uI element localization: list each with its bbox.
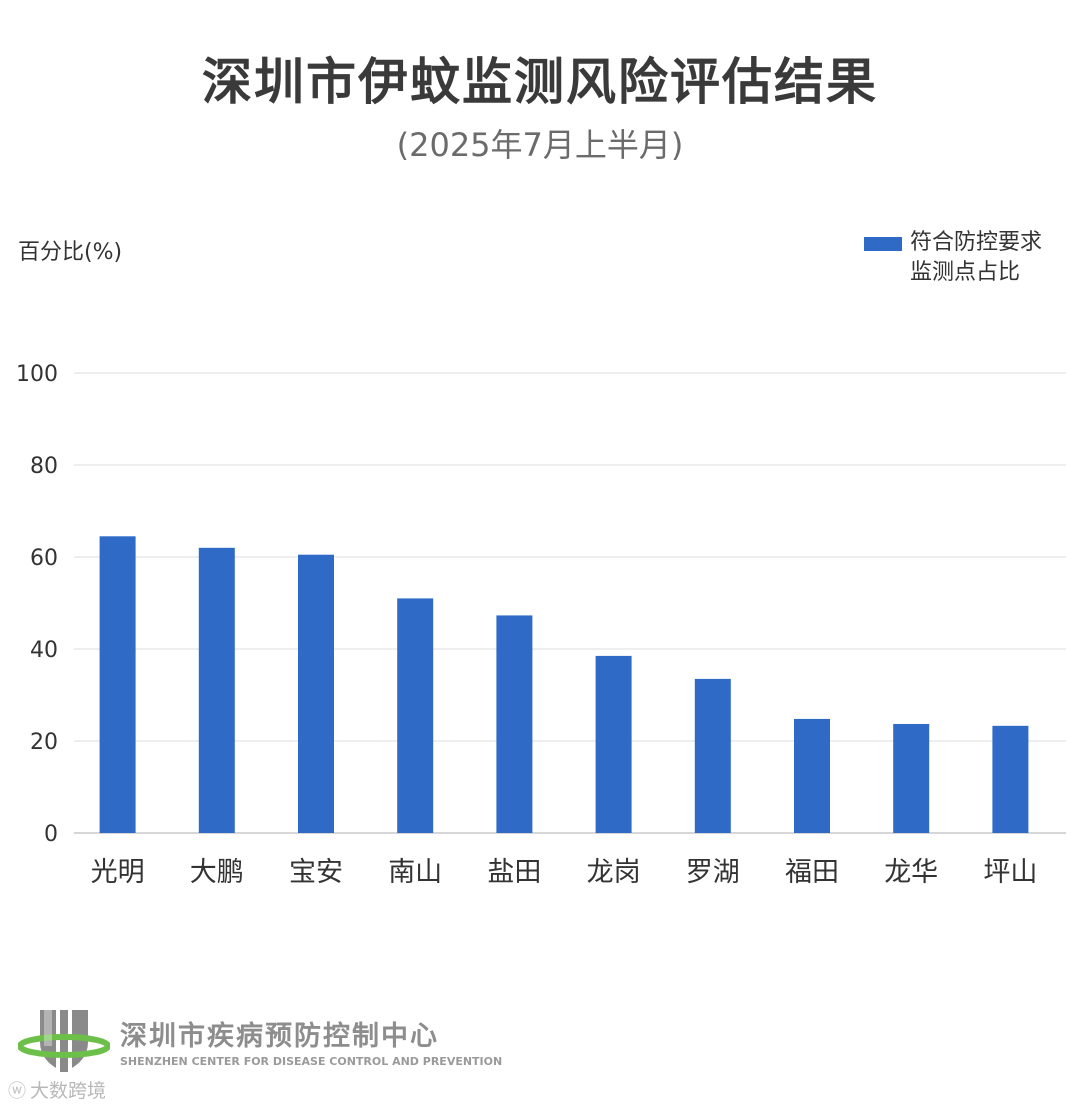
legend-label-line-2: 监测点占比 [910,260,1021,285]
bar-福田 [794,718,830,833]
x-tick-label-宝安: 宝安 [289,857,343,888]
y-tick-label-0: 0 [44,822,58,847]
legend-swatch [864,237,902,251]
bar-坪山 [992,725,1029,833]
legend-label-line-1: 符合防控要求 [910,230,1043,255]
bar-龙岗 [595,655,632,833]
legend: 符合防控要求 监测点占比 [864,228,1080,288]
y-tick-label-60: 60 [30,546,58,571]
bar-罗湖 [694,678,731,833]
y-tick-label-80: 80 [30,454,58,479]
x-tick-label-大鹏: 大鹏 [190,857,244,888]
bar-光明 [99,536,136,833]
footer-org: 深圳市疾病预防控制中心 SHENZHEN CENTER FOR DISEASE … [18,1006,502,1076]
bar-龙华 [893,723,930,833]
y-tick-label-100: 100 [16,362,58,387]
x-tick-label-罗湖: 罗湖 [686,857,740,888]
x-tick-label-光明: 光明 [91,857,145,888]
weibo-icon: ⓦ [8,1080,26,1102]
bar-南山 [397,598,434,833]
shenzhen-cdc-logo-icon [18,1010,110,1072]
bar-大鹏 [198,547,235,833]
x-tick-label-盐田: 盐田 [487,857,541,888]
x-tick-label-龙岗: 龙岗 [587,857,641,888]
legend-label: 符合防控要求 监测点占比 [910,228,1080,288]
x-tick-label-南山: 南山 [388,857,442,888]
watermark: ⓦ 大数跨境 [8,1076,106,1103]
footer-org-name-en: SHENZHEN CENTER FOR DISEASE CONTROL AND … [120,1055,503,1068]
x-tick-label-龙华: 龙华 [884,857,938,888]
y-axis-label: 百分比(%) [18,240,123,265]
x-tick-label-福田: 福田 [785,857,839,888]
chart-title: 深圳市伊蚊监测风险评估结果 [202,53,878,111]
y-tick-label-20: 20 [30,730,58,755]
x-tick-label-坪山: 坪山 [983,857,1037,888]
watermark-text: 大数跨境 [30,1080,107,1102]
bar-chart: 0 20 40 60 80 100 光明 大鹏 宝安 南山 盐田 龙岗 罗湖 福田 龙华 坪山 [16,362,1066,888]
y-tick-label-40: 40 [30,638,58,663]
footer-org-name: 深圳市疾病预防控制中心 [120,1021,439,1052]
bar-盐田 [496,615,533,833]
bar-宝安 [298,554,334,833]
chart-subtitle: (2025年7月上半月) [396,126,684,164]
